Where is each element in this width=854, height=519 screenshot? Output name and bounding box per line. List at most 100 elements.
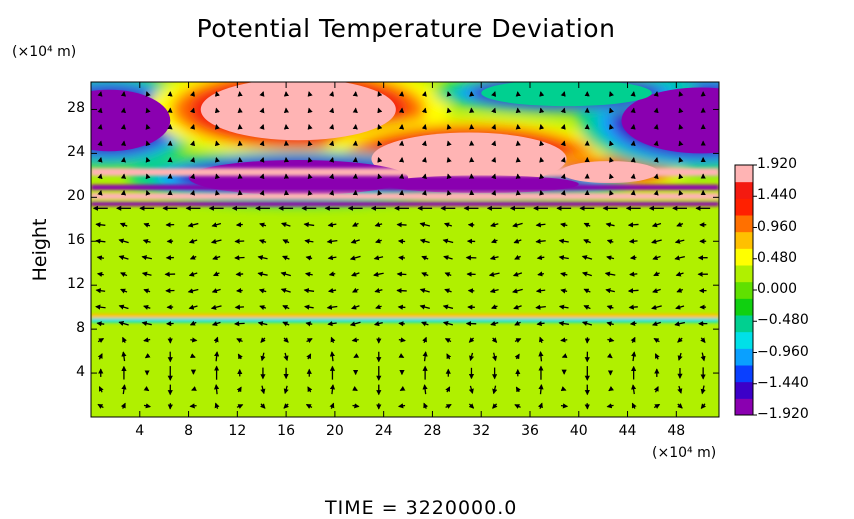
vector-arrow (421, 124, 427, 130)
x-tick-label: 8 (184, 423, 193, 439)
vector-arrow (377, 124, 383, 130)
vector-arrow (419, 238, 430, 244)
vector-arrow (651, 238, 662, 244)
x-tick-label: 32 (472, 423, 491, 439)
vector-arrow (98, 386, 104, 393)
vector-arrow (491, 107, 497, 114)
vector-arrow (677, 385, 683, 394)
vector-arrow (329, 402, 335, 409)
vector-arrow (678, 124, 684, 130)
vector-arrow (609, 91, 614, 97)
vector-arrow (97, 338, 105, 344)
vector-arrow (377, 189, 383, 196)
vector-arrow (652, 288, 661, 294)
colorbar-segment (735, 215, 753, 233)
heatmap-band (91, 288, 719, 298)
vector-arrow (512, 271, 523, 277)
vector-arrow (234, 255, 245, 261)
vector-arrow (259, 305, 267, 311)
vector-arrow (421, 189, 427, 196)
vector-arrow (678, 140, 684, 147)
vector-arrow (377, 91, 383, 97)
vector-arrow (607, 337, 615, 343)
vector-arrow (118, 238, 129, 244)
vector-arrow (675, 304, 685, 310)
vector-arrow (604, 271, 616, 277)
vector-arrow (443, 222, 453, 228)
vector-arrow (561, 353, 568, 359)
vector-arrow (560, 124, 566, 130)
vector-arrow (259, 157, 265, 163)
vector-arrow (187, 288, 199, 294)
vector-arrow (468, 385, 474, 395)
colorbar-tick-label: −0.480 (757, 312, 809, 329)
vector-arrow (305, 255, 313, 261)
vector-arrow (630, 336, 636, 343)
vector-arrow (445, 403, 452, 409)
vector-arrow (236, 338, 243, 344)
vector-arrow (145, 173, 151, 180)
vector-arrow (303, 288, 315, 294)
vector-arrow (609, 124, 614, 130)
vector-arrow (211, 288, 221, 294)
vector-arrow (538, 351, 544, 362)
vector-arrow (539, 189, 545, 196)
vector-arrow (95, 288, 106, 294)
vector-arrow (560, 222, 568, 228)
vector-arrow (327, 222, 337, 228)
vector-arrow (97, 91, 103, 97)
heatmap-band (91, 318, 719, 323)
vector-arrow (608, 386, 614, 392)
vector-arrow (446, 157, 452, 163)
vector-arrow (560, 403, 569, 409)
vector-arrow (491, 157, 497, 163)
vector-arrow (120, 272, 128, 277)
vector-arrow (558, 238, 569, 244)
vector-arrow (95, 304, 106, 310)
x-tick-label: 24 (374, 423, 393, 439)
vector-arrow (446, 124, 452, 130)
vector-arrow (446, 107, 452, 114)
vector-arrow (280, 271, 291, 277)
vector-arrow (560, 91, 566, 97)
vector-arrow (236, 386, 242, 393)
vector-arrow (560, 173, 566, 180)
vector-arrow (651, 304, 662, 310)
vector-arrow (609, 157, 614, 163)
vector-arrow (560, 140, 566, 147)
vector-arrow (189, 254, 197, 260)
vector-arrow (143, 403, 152, 409)
vector-arrow (259, 124, 265, 130)
vector-arrow (397, 238, 406, 244)
vector-arrow (214, 124, 220, 130)
vector-arrow (96, 321, 105, 327)
vector-arrow (628, 304, 638, 310)
vector-arrow (539, 107, 545, 114)
vector-arrow (307, 124, 313, 130)
vector-arrow (653, 386, 659, 393)
vector-arrow (629, 320, 637, 327)
vector-arrow (119, 222, 128, 228)
heatmap-band (91, 201, 719, 207)
vector-arrow (678, 107, 684, 114)
vector-arrow (491, 124, 497, 130)
vector-arrow (514, 404, 521, 409)
colorbar-tick-label: 1.920 (757, 156, 798, 172)
vector-arrow (535, 288, 546, 294)
vector-arrow (606, 353, 613, 359)
vector-arrow (95, 222, 106, 228)
vector-arrow (422, 336, 427, 343)
heatmap-core (200, 82, 396, 141)
vector-arrow (190, 91, 196, 97)
vector-arrow (97, 140, 103, 147)
vector-arrow (513, 238, 522, 244)
vector-arrow (627, 222, 639, 228)
vector-arrow (234, 238, 245, 244)
vector-arrow (307, 91, 313, 97)
vector-arrow (398, 255, 406, 261)
vector-arrow (490, 304, 498, 310)
vector-arrow (210, 238, 222, 244)
vector-arrow (259, 140, 265, 147)
vector-arrow (282, 255, 290, 261)
